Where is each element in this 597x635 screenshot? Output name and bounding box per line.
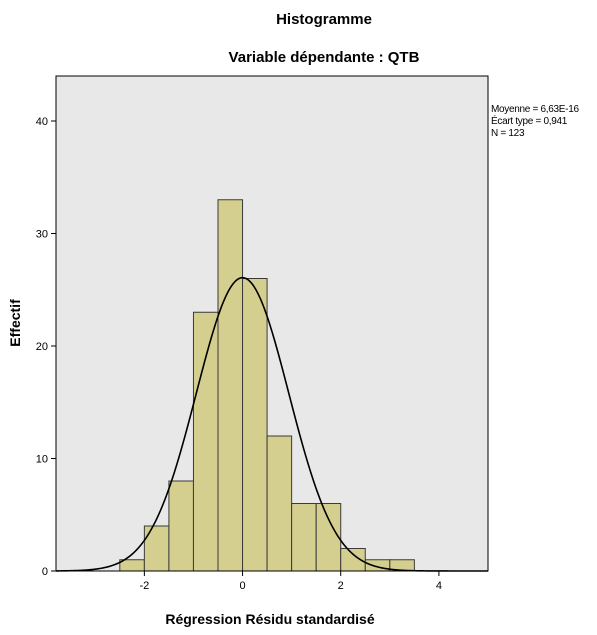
histogram-bar [143,525,170,572]
y-axis-title: Effectif [7,299,23,347]
histogram-bar [192,311,219,572]
stat-mean: Moyenne = 6,63E-16 [491,104,579,115]
histogram-bar [242,278,268,572]
x-tick-label: -2 [139,580,149,592]
histogram-bar [168,480,194,572]
histogram-bar [291,503,317,572]
x-tick-label: 0 [239,580,245,592]
histogram-bar [217,199,244,572]
y-axis: 0 10 20 30 40 [36,116,56,578]
plot-frame [55,75,489,572]
stat-n: N = 123 [491,128,525,139]
histogram-bar [266,435,293,572]
x-axis-title: Régression Résidu standardisé [165,611,375,627]
x-tick-label: 2 [338,580,344,592]
bars-layer [119,199,415,572]
y-tick-label: 20 [36,341,48,353]
chart-subtitle: Variable dépendante : QTB [229,49,420,66]
x-tick-label: 4 [436,580,442,592]
y-tick-label: 0 [42,566,48,578]
histogram-bar [119,559,145,572]
x-axis: -2 0 2 4 [139,571,442,592]
y-tick-label: 30 [36,229,48,241]
stat-std-dev: Écart type = 0,941 [491,114,568,127]
histogram-bar [315,503,342,572]
y-tick-label: 40 [36,116,48,128]
y-tick-label: 10 [36,454,48,466]
chart-title: Histogramme [276,11,372,28]
